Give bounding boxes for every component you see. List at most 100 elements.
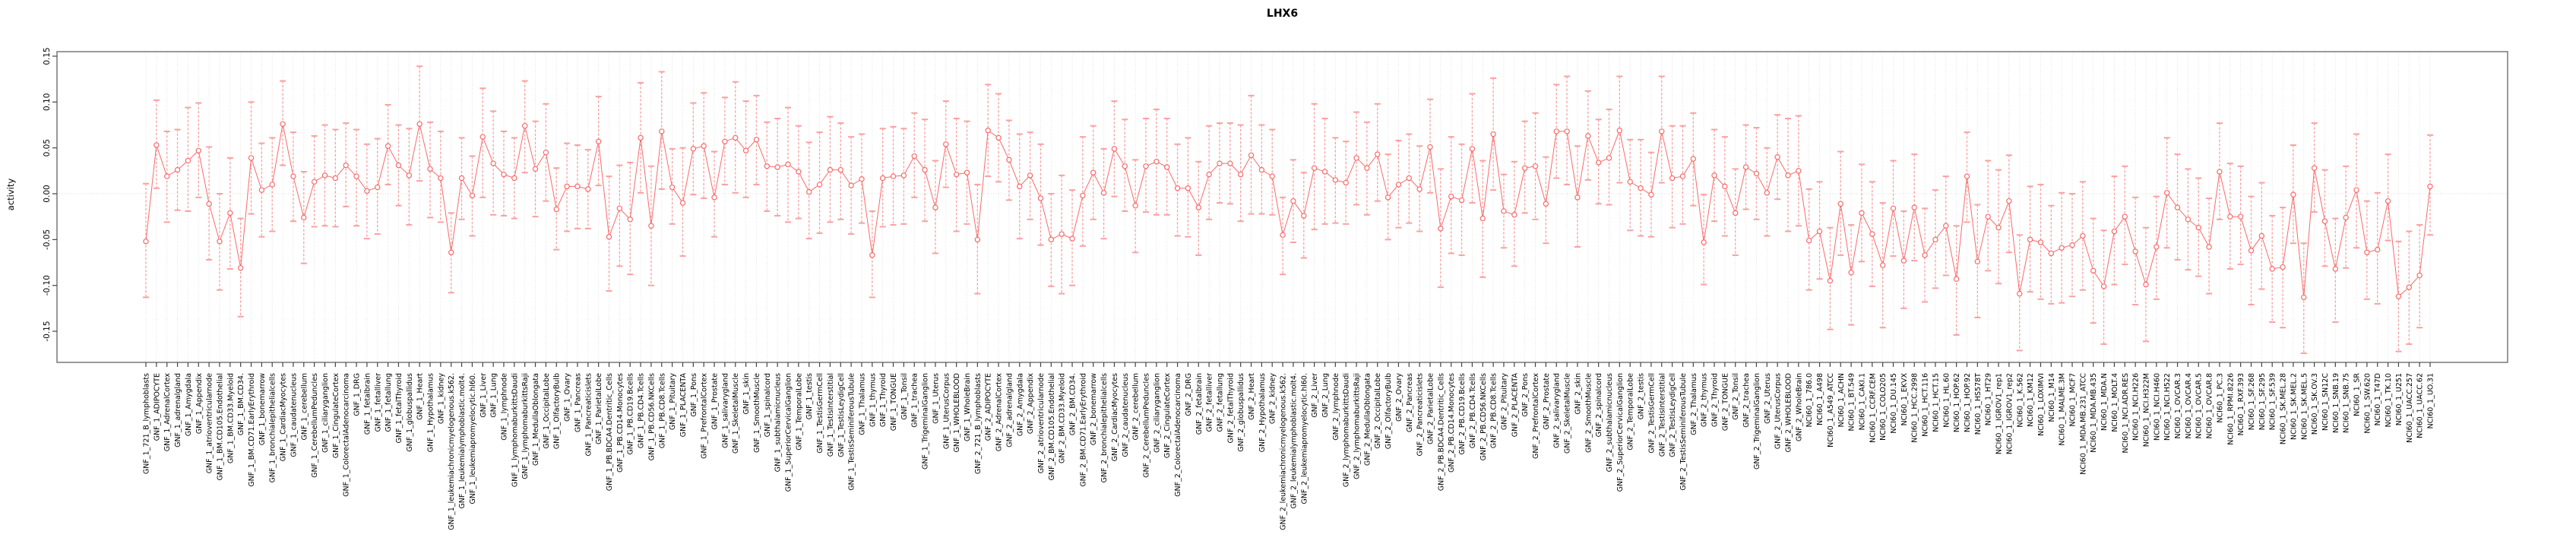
y-tick-label: -0.10	[43, 275, 52, 296]
x-tick-label: GNF_2_DRG	[1185, 373, 1193, 416]
x-tick-label: GNF_1_MedullaOblongata	[532, 373, 540, 466]
data-point	[448, 249, 454, 255]
data-point	[1753, 170, 1760, 177]
data-point	[974, 236, 981, 243]
data-point	[900, 172, 907, 179]
data-point	[1280, 232, 1286, 239]
x-tick-label: GNF_1_lymphomaburkittsDaudi	[511, 373, 519, 487]
x-tick-label: GNF_2_TemporalLobe	[1627, 373, 1635, 451]
x-tick-label: NCI60_1_MDA.MB.435	[2090, 373, 2098, 453]
x-tick-label: GNF_1_Tonsil	[900, 373, 909, 420]
y-tick-label: -0.15	[43, 321, 52, 341]
data-point	[701, 143, 707, 149]
x-tick-label: GNF_2_WholeBrain	[1795, 373, 1803, 441]
data-point	[711, 194, 717, 201]
data-point	[1375, 151, 1381, 157]
x-tick-label: GNF_1_fetalThyroid	[395, 373, 403, 443]
x-tick-label: GNF_2_fetalbrain	[1195, 373, 1204, 435]
data-point	[1206, 171, 1212, 178]
x-tick-label: GNF_1_PB.CD14.Monocytes	[616, 373, 625, 473]
x-tick-label: GNF_1_ciliaryganglion	[321, 373, 330, 453]
data-point	[1311, 165, 1318, 171]
data-point	[574, 183, 581, 190]
data-point	[174, 166, 181, 173]
data-point	[1143, 163, 1149, 169]
data-point	[1932, 236, 1938, 243]
x-tick-label: GNF_2_BM.CD33.Myeloid	[1059, 373, 1067, 463]
x-tick-label: NCI60_1_RXF.393	[2237, 373, 2245, 435]
x-tick-label: GNF_2_SmoothMuscle	[1584, 373, 1593, 453]
data-point	[2017, 290, 2023, 297]
x-tick-label: GNF_1_721_B_lymphoblasts	[143, 373, 151, 474]
data-point	[1269, 173, 1275, 179]
data-point	[2290, 191, 2296, 198]
x-tick-label: NCI60_1_EKVX	[1900, 373, 1909, 426]
x-tick-label: GNF_1_cerebellum	[300, 373, 309, 441]
data-point	[1469, 146, 1476, 152]
data-point	[353, 173, 359, 179]
data-point	[1764, 190, 1770, 196]
x-tick-label: GNF_1_PB.CD4.Tcells	[638, 373, 646, 448]
x-tick-label: NCI60_1_IGROV1_rep1	[1995, 373, 2004, 454]
x-tick-label: NCI60_1_LOXIMVI	[2037, 373, 2046, 436]
data-point	[943, 141, 949, 147]
x-tick-label: GNF_2_PB.CD14.Monocytes	[1448, 373, 1456, 473]
x-tick-label: NCI60_1_HCT.15	[1932, 373, 1940, 432]
data-point	[290, 173, 296, 179]
x-tick-label: GNF_1_WHOLEBLOOD	[953, 373, 961, 453]
data-point	[2258, 232, 2265, 239]
x-tick-label: GNF_1_testis	[805, 373, 814, 419]
x-tick-label: NCI60_1_COLO205	[1879, 373, 1888, 441]
data-point	[2332, 266, 2339, 272]
x-tick-label: GNF_1_PrefrontalCortex	[701, 373, 709, 459]
data-point	[1648, 191, 1654, 198]
data-point	[669, 184, 676, 191]
data-point	[1532, 163, 1539, 169]
data-point	[1742, 164, 1749, 170]
x-tick-label: GNF_2_fetalliver	[1206, 373, 1214, 432]
x-tick-label: GNF_2_fetalThyroid	[1226, 373, 1235, 443]
data-point	[1080, 192, 1086, 199]
x-tick-label: NCI60_1_NCI.H226	[2132, 373, 2141, 441]
data-point	[2154, 244, 2160, 250]
data-point	[1900, 258, 1907, 264]
data-point	[1564, 128, 1570, 134]
data-point	[1395, 182, 1402, 188]
x-tick-label: NCI60_1_SW.620	[2363, 373, 2372, 434]
x-tick-label: GNF_1_bronchialepithelialcells	[269, 373, 277, 483]
data-point	[2364, 249, 2370, 255]
data-point	[311, 179, 318, 185]
data-point	[2237, 213, 2244, 220]
x-tick-label: GNF_2_TestisInterstitial	[1658, 373, 1666, 457]
x-tick-label: GNF_2_BM.CD34.	[1069, 373, 1078, 435]
data-point	[501, 171, 507, 178]
x-tick-label: NCI60_1_A498	[1816, 373, 1824, 425]
x-tick-label: NCI60_1_TK.10	[2385, 373, 2393, 427]
x-tick-label: GNF_2_TONGUE	[1721, 373, 1729, 431]
data-point	[1290, 198, 1296, 204]
x-tick-label: GNF_1_subthalamicnucleus	[774, 373, 783, 472]
data-point	[1711, 172, 1717, 179]
data-point	[143, 239, 149, 245]
x-tick-label: GNF_1_TestisLeydigCell	[837, 373, 846, 457]
x-tick-label: NCI60_1_SK.OV.3	[2311, 373, 2319, 435]
x-tick-label: GNF_2_PLACENTA	[1511, 373, 1519, 438]
x-tick-label: GNF_2_adrenalgland	[1005, 373, 1014, 447]
data-point	[1890, 205, 1897, 212]
data-point	[585, 186, 591, 192]
x-tick-label: GNF_2_TestisGermCell	[1647, 373, 1656, 454]
data-point	[469, 192, 476, 199]
x-tick-label: GNF_1_spinalcord	[764, 373, 772, 437]
x-tick-label: NCI60_1_HS578T	[1974, 373, 1983, 435]
x-tick-label: NCI60_1_K.562	[2016, 373, 2024, 428]
x-tick-label: GNF_2_spinalcord	[1595, 373, 1603, 437]
data-point	[375, 184, 381, 191]
x-tick-label: GNF_1_Lung	[490, 373, 498, 418]
data-point	[1111, 146, 1118, 152]
data-point	[543, 149, 549, 156]
data-point	[1785, 172, 1791, 179]
x-tick-label: GNF_1_Appendix	[195, 373, 204, 435]
x-tick-label: NCI60_1_HCT.116	[1922, 373, 1930, 437]
data-point	[2122, 213, 2128, 220]
x-tick-label: GNF_1_Pons	[690, 373, 698, 417]
